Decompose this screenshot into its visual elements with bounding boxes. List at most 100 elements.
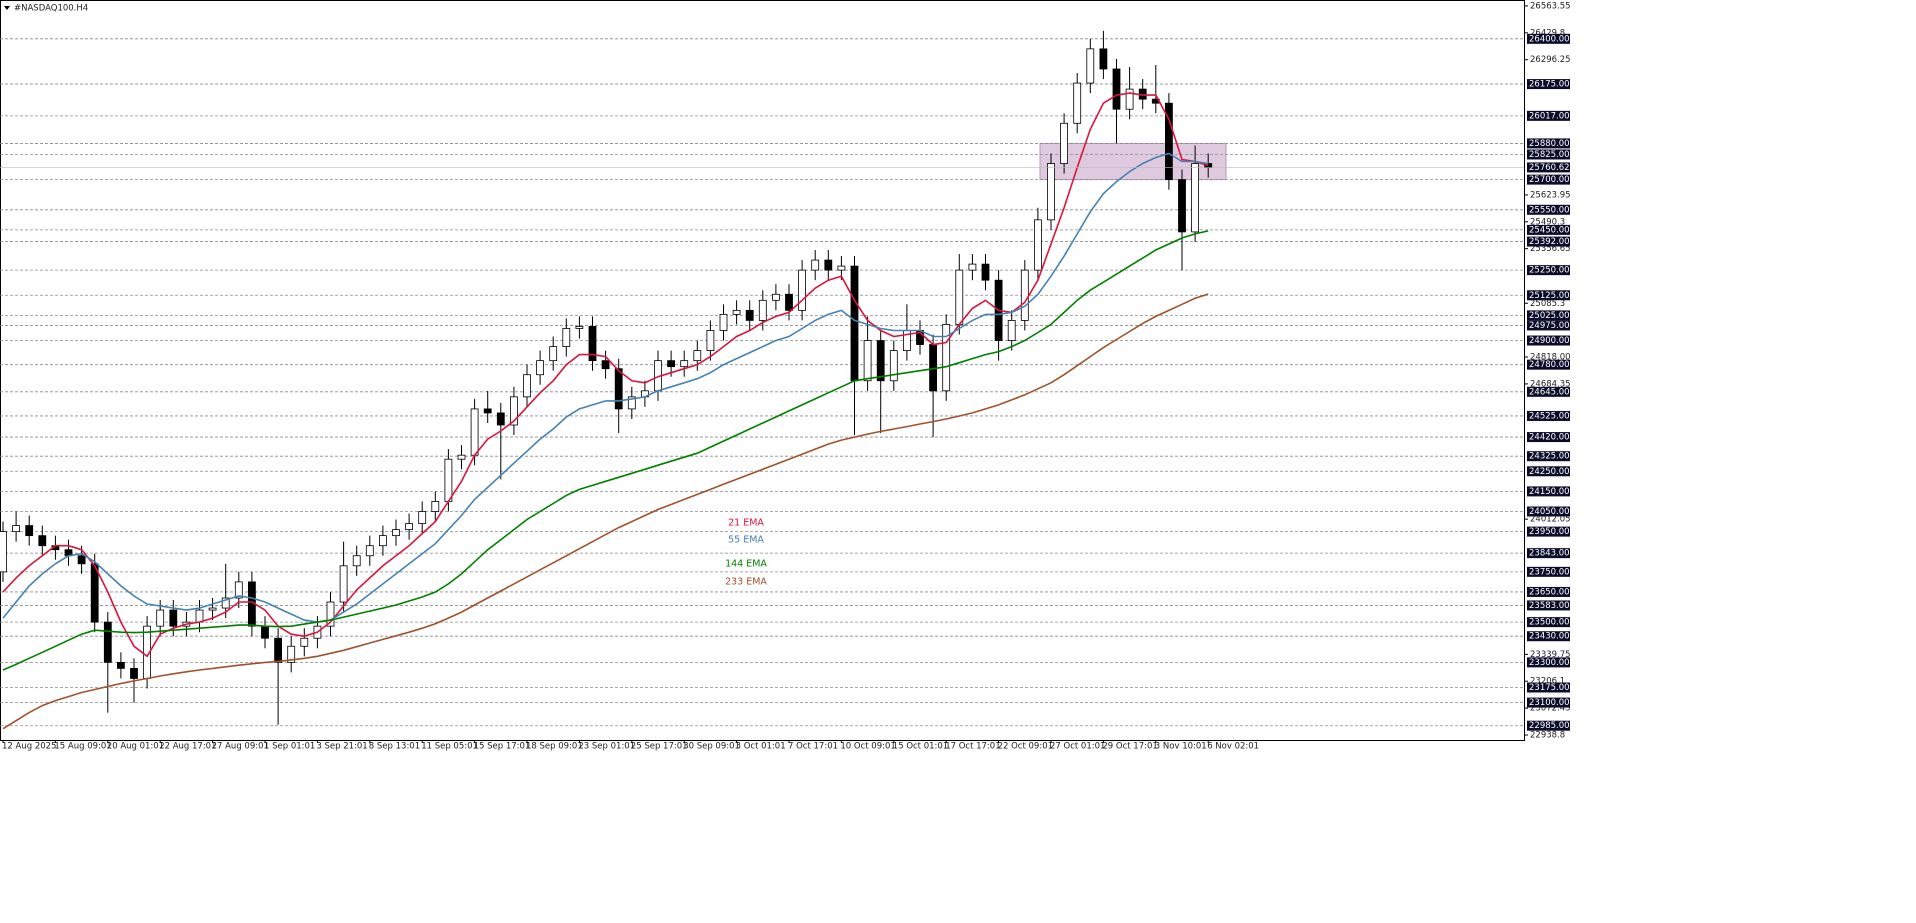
level-box [1527, 451, 1570, 462]
candle-body [772, 293, 780, 301]
x-tick-label: 3 Oct 01:01 [736, 742, 786, 752]
candle-body [536, 360, 544, 376]
candle-body [509, 396, 518, 426]
candle-body [405, 523, 414, 531]
y-tick-label: 23206.1 [1530, 677, 1565, 687]
candle-body [261, 625, 269, 639]
candle-body [981, 263, 990, 281]
level-label: 24050.00 [1529, 507, 1570, 517]
candle-body [444, 458, 453, 502]
x-tick-label: 27 Aug 09:01 [212, 742, 269, 752]
candle-body [470, 408, 479, 456]
level-label: 24645.00 [1529, 387, 1570, 397]
level-label: 25825.00 [1529, 150, 1570, 160]
candle-body [1020, 269, 1029, 321]
candle-body [90, 563, 99, 623]
level-label: 25025.00 [1529, 311, 1570, 321]
x-tick-label: 1 Sep 01:01 [264, 742, 315, 752]
level-box [1527, 410, 1570, 421]
candle-body [889, 350, 898, 382]
x-tick-label: 7 Oct 17:01 [788, 742, 838, 752]
candle-body [208, 607, 217, 611]
level-box [1527, 697, 1570, 708]
level-label: 24975.00 [1529, 321, 1570, 331]
level-box [1527, 33, 1570, 44]
x-tick-label: 10 Oct 09:01 [840, 742, 895, 752]
candle-body [326, 601, 335, 627]
level-label: 23950.00 [1529, 527, 1570, 537]
level-box [1527, 310, 1570, 321]
level-box [1527, 466, 1570, 477]
x-tick-label: 29 Oct 17:01 [1102, 742, 1157, 752]
chart-title: #NASDAQ100.H4 [14, 4, 88, 14]
x-tick-label: 8 Sep 13:01 [369, 742, 420, 752]
level-label: 25392.00 [1529, 237, 1570, 247]
level-box [1527, 224, 1570, 235]
candle-body [169, 609, 178, 627]
candle-body [1007, 320, 1016, 341]
x-tick-label: 3 Nov 10:01 [1155, 742, 1207, 752]
ema-line [2, 152, 1209, 623]
ema-line [2, 92, 1209, 658]
candle-body [431, 501, 440, 512]
level-label: 22985.00 [1529, 721, 1570, 731]
legend-label: 21 EMA [728, 518, 764, 529]
x-tick-label: 6 Nov 02:01 [1207, 742, 1259, 752]
candle-body [234, 581, 243, 599]
level-box [1527, 617, 1570, 628]
level-box [1527, 79, 1570, 90]
level-box [1527, 290, 1570, 301]
level-label: 23100.00 [1529, 698, 1570, 708]
level-label: 24780.00 [1529, 360, 1570, 370]
y-tick-label: 25490.3 [1530, 217, 1565, 227]
candle-body [1034, 219, 1042, 271]
candle-body [627, 396, 636, 410]
candle-body [1125, 88, 1134, 110]
candle-body [785, 293, 793, 311]
level-box [1527, 204, 1570, 215]
plot-frame [0, 0, 1525, 741]
level-box [1527, 265, 1570, 276]
level-label: 23843.00 [1529, 549, 1570, 559]
x-tick-label: 22 Aug 17:01 [159, 742, 216, 752]
candle-body [457, 454, 466, 460]
legend-label: 55 EMA [728, 535, 764, 546]
candle-body [1165, 102, 1173, 181]
menu-arrow [4, 6, 10, 10]
level-label: 24325.00 [1529, 452, 1570, 462]
level-label: 25450.00 [1529, 225, 1570, 235]
level-label: 23175.00 [1529, 683, 1570, 693]
level-box [1527, 682, 1570, 693]
candle-body [955, 269, 964, 325]
candle-body [339, 565, 348, 603]
level-box [1527, 149, 1570, 160]
candle-body [1112, 68, 1121, 110]
level-box [1527, 720, 1570, 731]
candle-body [103, 621, 112, 663]
candle-body [221, 597, 230, 609]
x-tick-label: 12 Aug 2025 [2, 742, 56, 752]
candle-body [523, 374, 531, 398]
ema-line [2, 230, 1209, 671]
level-label: 23430.00 [1529, 632, 1570, 642]
candle-body [25, 525, 34, 537]
current-price-label: 25760.62 [1529, 163, 1570, 173]
candle-body [130, 667, 138, 679]
level-box [1527, 506, 1570, 517]
candle-body [798, 269, 806, 311]
x-tick-label: 23 Sep 01:01 [578, 742, 635, 752]
level-label: 23300.00 [1529, 658, 1570, 668]
candle-body [300, 637, 309, 647]
level-box [1527, 432, 1570, 443]
y-tick-label: 26296.25 [1530, 55, 1571, 65]
y-tick-label: 25356.65 [1530, 244, 1571, 254]
level-box [1527, 110, 1570, 121]
level-label: 26017.00 [1529, 111, 1570, 121]
candle-body [392, 529, 400, 537]
candle-body [1099, 48, 1108, 70]
level-label: 23650.00 [1529, 587, 1570, 597]
candle-body [156, 609, 165, 627]
level-label: 25550.00 [1529, 205, 1570, 215]
